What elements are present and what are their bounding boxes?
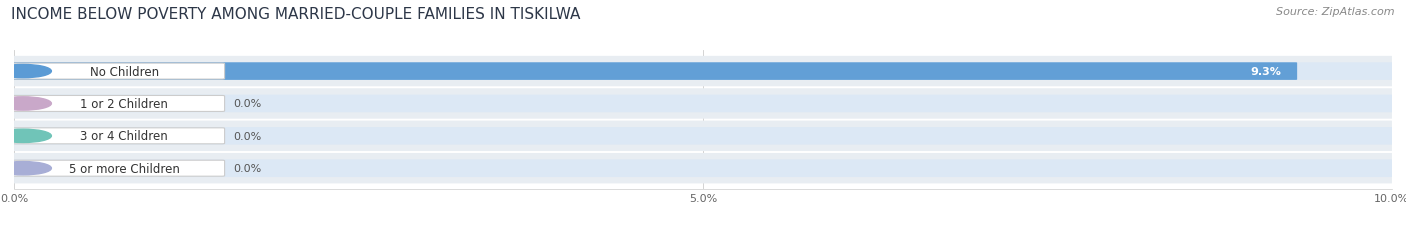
FancyBboxPatch shape: [14, 57, 1392, 87]
Text: 0.0%: 0.0%: [233, 99, 262, 109]
FancyBboxPatch shape: [14, 153, 1392, 184]
Text: 5 or more Children: 5 or more Children: [69, 162, 180, 175]
Text: 0.0%: 0.0%: [233, 131, 262, 141]
Circle shape: [0, 65, 52, 78]
Text: No Children: No Children: [90, 65, 159, 78]
FancyBboxPatch shape: [13, 95, 1393, 113]
Text: 1 or 2 Children: 1 or 2 Children: [80, 97, 169, 110]
FancyBboxPatch shape: [13, 64, 225, 80]
Text: 3 or 4 Children: 3 or 4 Children: [80, 130, 169, 143]
Circle shape: [0, 97, 52, 111]
FancyBboxPatch shape: [13, 96, 225, 112]
FancyBboxPatch shape: [13, 160, 1393, 177]
FancyBboxPatch shape: [13, 128, 225, 144]
Circle shape: [0, 162, 52, 175]
FancyBboxPatch shape: [13, 128, 1393, 145]
FancyBboxPatch shape: [14, 89, 1392, 119]
FancyBboxPatch shape: [13, 161, 225, 176]
Text: 0.0%: 0.0%: [233, 164, 262, 173]
Text: INCOME BELOW POVERTY AMONG MARRIED-COUPLE FAMILIES IN TISKILWA: INCOME BELOW POVERTY AMONG MARRIED-COUPL…: [11, 7, 581, 22]
FancyBboxPatch shape: [14, 121, 1392, 151]
FancyBboxPatch shape: [13, 63, 1298, 81]
FancyBboxPatch shape: [13, 63, 1393, 81]
Text: Source: ZipAtlas.com: Source: ZipAtlas.com: [1277, 7, 1395, 17]
Text: 9.3%: 9.3%: [1251, 67, 1282, 77]
Circle shape: [0, 130, 52, 143]
